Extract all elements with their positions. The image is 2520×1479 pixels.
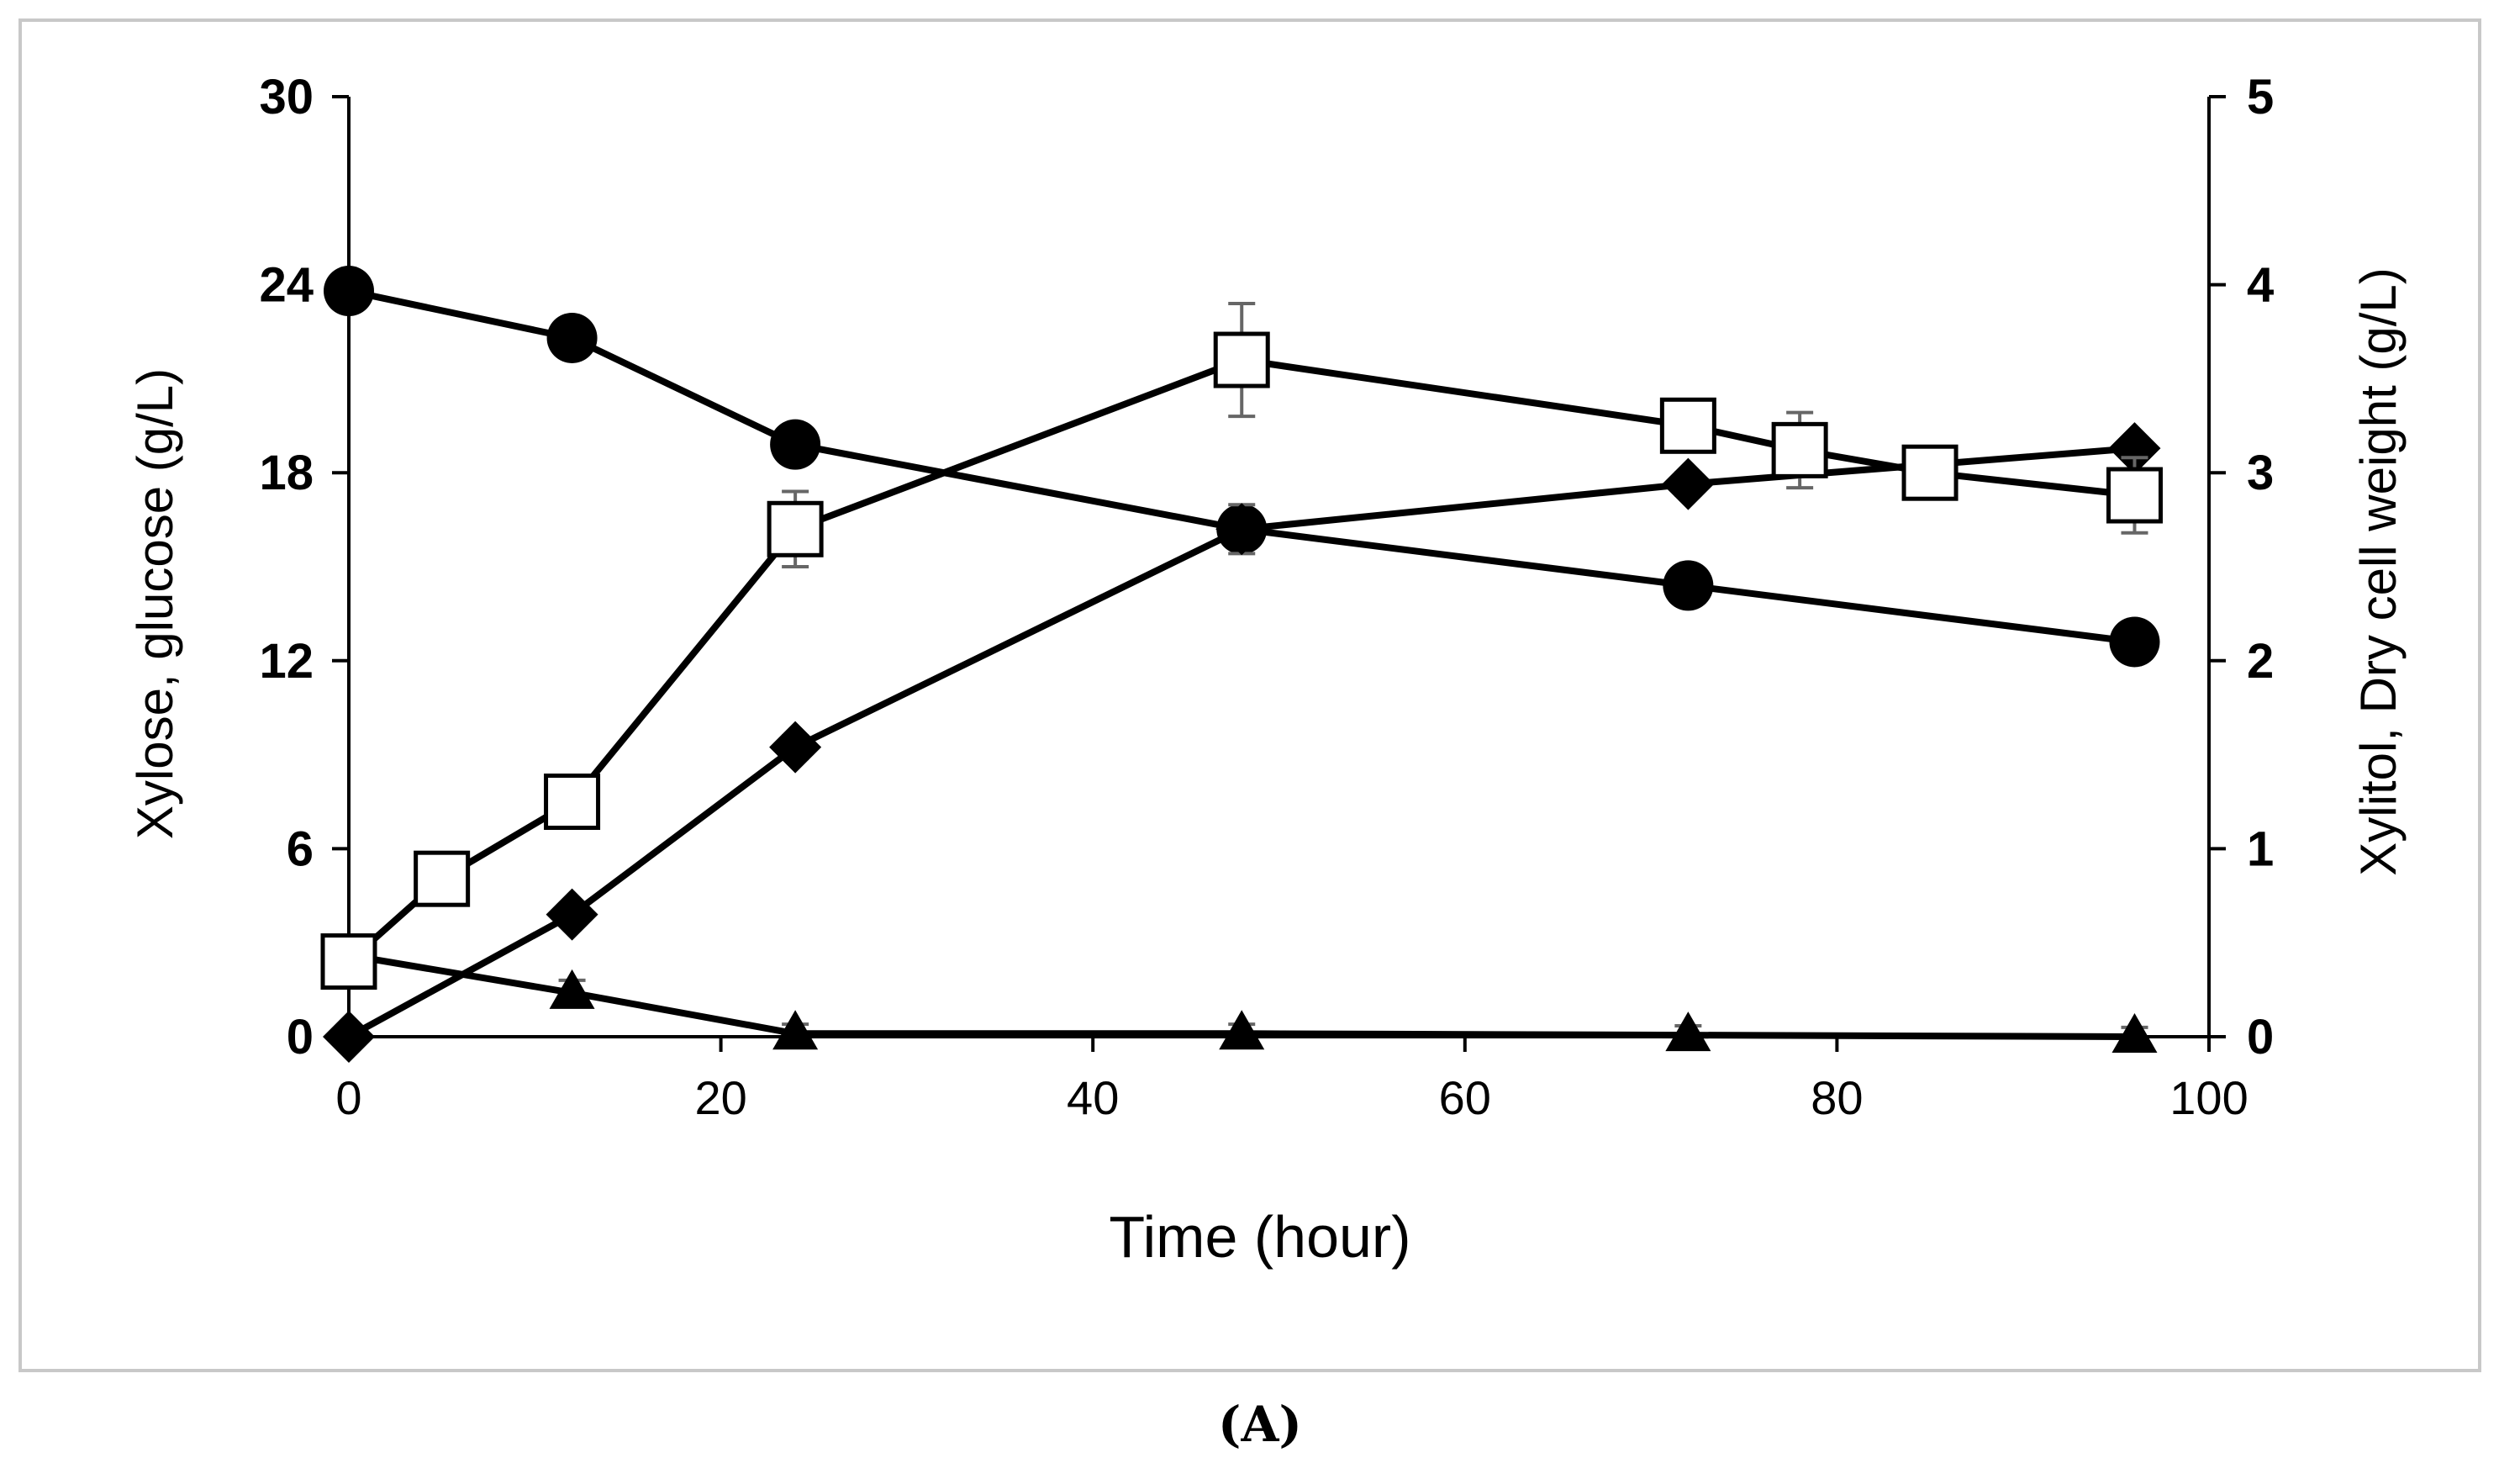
y-right-tick-label: 1 [2247,821,2274,876]
y-left-tick-label: 0 [287,1010,314,1064]
series-line-xylitol [347,445,2135,1040]
series-xylitol [323,422,2161,1063]
series-dry-cell-weight [320,301,2163,990]
data-point-glucose [1665,1012,1711,1052]
data-point-dry-cell-weight [414,850,471,907]
x-tick-label: 60 [1439,1071,1491,1124]
x-tick-label: 40 [1067,1071,1119,1124]
y-right-tick-label: 4 [2247,258,2274,313]
x-tick-label: 0 [335,1071,361,1124]
series-glucose [326,932,2158,1053]
series-line-xylose [348,288,2136,646]
y-right-tick-label: 2 [2247,634,2274,689]
data-point-xylitol [1215,503,1268,556]
series-line-dry-cell-weight [346,357,2135,964]
data-point-glucose [549,969,595,1009]
chart-frame [18,18,2481,1372]
data-point-xylitol [1662,457,1715,510]
y-left-tick-label: 6 [287,821,314,876]
data-point-dry-cell-weight [544,774,601,830]
x-tick-label: 100 [2169,1071,2248,1124]
data-point-glucose [2111,1013,2158,1053]
series-layer [320,266,2163,1063]
data-point-dry-cell-weight [1659,397,1716,454]
data-point-xylose [2109,616,2160,668]
data-point-xylose [324,266,374,317]
y-left-tick-label: 18 [259,446,314,500]
data-point-glucose [772,1010,819,1050]
data-point-dry-cell-weight [1901,444,1959,501]
data-point-xylitol [2108,422,2161,475]
x-tick-label: 20 [694,1071,746,1124]
y-right-tick-label: 5 [2247,70,2274,124]
data-point-xylitol [546,888,598,941]
data-point-dry-cell-weight [1213,331,1270,388]
data-point-dry-cell-weight [767,500,824,557]
y-left-tick-label: 12 [259,634,314,689]
data-point-dry-cell-weight [2106,467,2163,524]
data-point-xylitol [323,1011,375,1063]
y-axis-left-label: Xylose, glucose (g/L) [127,368,183,839]
y-right-tick-label: 3 [2247,446,2274,500]
y-axis-right-label: Xylitol, Dry cell weight (g/L) [2350,267,2407,876]
y-right-tick-label: 0 [2247,1010,2274,1064]
x-axis-label: Time (hour) [1109,1204,1410,1270]
data-point-glucose [1219,1010,1265,1050]
y-left-tick-label: 30 [259,70,314,124]
data-point-xylose [546,312,598,363]
data-point-xylose [770,419,821,470]
panel-label: (A) [1218,1396,1302,1453]
data-point-dry-cell-weight [320,933,377,990]
series-line-glucose [348,952,2135,1040]
data-point-xylitol [769,721,822,774]
x-tick-label: 80 [1811,1071,1863,1124]
data-point-xylose [1663,560,1714,611]
data-point-dry-cell-weight [1771,421,1828,478]
y-left-tick-label: 24 [259,258,314,313]
